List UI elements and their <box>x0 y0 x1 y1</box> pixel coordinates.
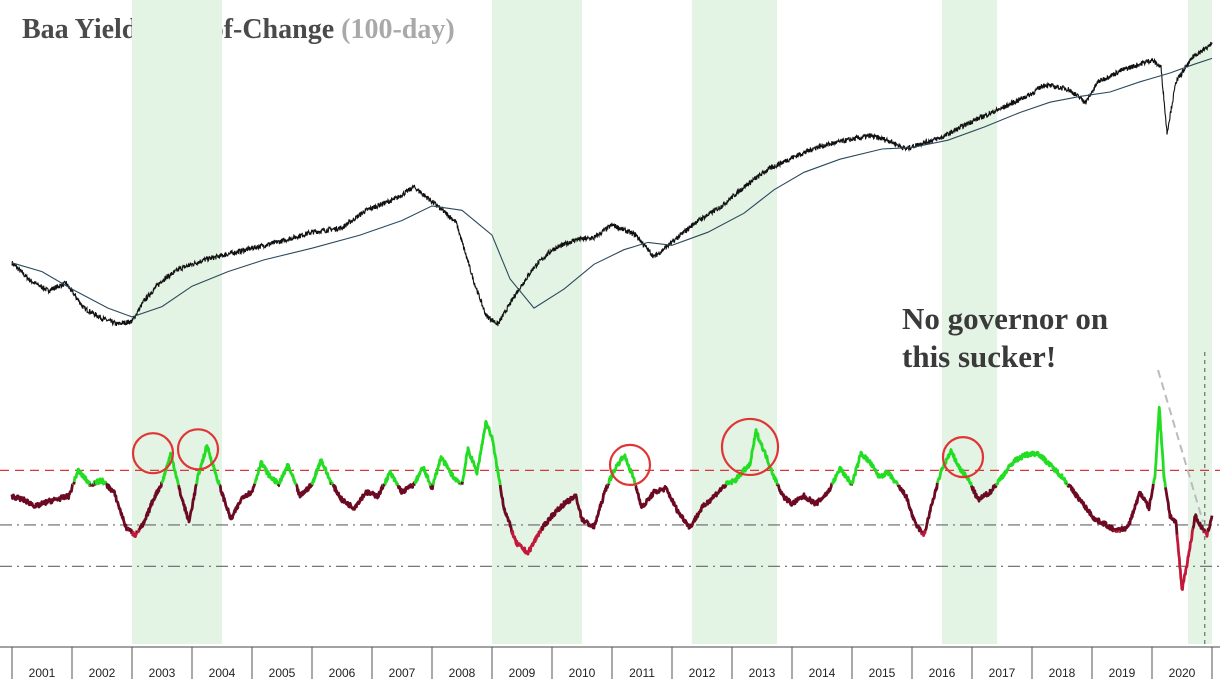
roc-segment <box>105 483 131 532</box>
roc-segment <box>1175 528 1195 591</box>
roc-segment <box>90 482 93 486</box>
x-tick-label-2004: 2004 <box>209 666 236 679</box>
x-tick-label-2011: 2011 <box>629 666 655 679</box>
roc-segment <box>72 481 76 485</box>
roc-segment <box>607 453 637 486</box>
roc-segment <box>413 465 432 487</box>
x-tick-label-2007: 2007 <box>389 666 416 679</box>
highlight-circle-1 <box>176 428 220 471</box>
x-tick-label-2018: 2018 <box>1049 666 1076 679</box>
price-line <box>11 41 1213 327</box>
roc-segment <box>128 527 134 535</box>
roc-segment <box>936 448 973 486</box>
roc-segment <box>1118 529 1122 534</box>
roc-segment <box>1066 483 1116 533</box>
x-tick-label-2013: 2013 <box>749 666 776 679</box>
roc-segment <box>295 482 314 499</box>
roc-segment <box>310 458 333 486</box>
roc-segment <box>130 530 139 538</box>
roc-segment <box>776 482 834 507</box>
roc-segment <box>921 528 927 537</box>
x-tick-label-2009: 2009 <box>509 666 536 679</box>
roc-segment <box>396 482 415 495</box>
moving-average-line <box>11 57 1213 318</box>
x-tick-label-2002: 2002 <box>89 666 116 679</box>
x-tick-label-2019: 2019 <box>1109 666 1136 679</box>
shaded-period-3 <box>942 0 998 644</box>
roc-segment <box>138 481 163 531</box>
roc-segment <box>382 483 386 487</box>
x-tick-label-2001: 2001 <box>29 666 56 679</box>
roc-segment <box>1204 530 1210 538</box>
roc-segment <box>1203 529 1207 533</box>
roc-segment <box>1206 515 1214 532</box>
roc-segment <box>1151 405 1167 488</box>
roc-segment <box>1164 487 1179 535</box>
x-tick-label-2006: 2006 <box>329 666 356 679</box>
roc-segment <box>776 482 780 486</box>
x-tick-label-2008: 2008 <box>449 666 476 679</box>
roc-segment <box>331 483 385 511</box>
x-tick-label-2016: 2016 <box>929 666 956 679</box>
highlight-circle-4 <box>941 436 985 479</box>
roc-segment <box>1191 513 1206 534</box>
roc-segment <box>995 450 1069 486</box>
annotation-note: No governor on this sucker! <box>902 300 1108 376</box>
annotation-pointer <box>1157 369 1204 523</box>
roc-segment <box>970 483 998 503</box>
roc-segment <box>1116 526 1121 532</box>
roc-segment <box>277 463 298 486</box>
roc-segment <box>136 528 141 534</box>
roc-segment <box>383 469 400 486</box>
roc-segment <box>510 529 542 556</box>
roc-segment <box>850 450 900 486</box>
roc-segment <box>177 483 198 524</box>
roc-segment <box>460 481 464 485</box>
annotation-line-2: this sucker! <box>902 339 1057 374</box>
x-tick-label-2014: 2014 <box>809 666 836 679</box>
roc-segment <box>218 483 257 521</box>
roc-segment <box>1119 483 1155 532</box>
roc-segment <box>330 481 335 486</box>
roc-segment <box>72 467 92 487</box>
shaded-period-2 <box>691 0 777 644</box>
roc-segment <box>94 477 108 486</box>
roc-segment <box>10 483 74 509</box>
roc-segment <box>830 465 853 486</box>
annotation-line-1: No governor on <box>902 301 1109 336</box>
roc-segment <box>428 483 435 491</box>
roc-segment <box>538 528 543 534</box>
roc-segment <box>896 484 923 533</box>
roc-segment <box>924 482 939 531</box>
roc-segment <box>277 483 281 488</box>
shaded-period-1 <box>492 0 582 644</box>
roc-segment <box>607 483 611 486</box>
x-tick-label-2017: 2017 <box>989 666 1016 679</box>
roc-segment <box>920 530 925 533</box>
x-tick-label-2003: 2003 <box>149 666 176 679</box>
roc-segment <box>498 484 514 533</box>
shaded-period-0 <box>132 0 222 644</box>
roc-segment <box>431 455 462 486</box>
roc-segment <box>253 460 280 487</box>
roc-segment <box>724 428 779 487</box>
x-tick-label-2012: 2012 <box>689 666 716 679</box>
shaded-period-4 <box>1188 0 1212 644</box>
x-tick-label-2010: 2010 <box>569 666 596 679</box>
x-tick-label-2005: 2005 <box>269 666 296 679</box>
chart-subtitle: (100-day) <box>341 14 455 45</box>
highlight-circle-3 <box>720 417 780 477</box>
highlight-circle-0 <box>131 432 175 475</box>
x-tick-label-2020: 2020 <box>1169 666 1196 679</box>
roc-segment <box>634 483 728 530</box>
roc-segment <box>540 483 610 531</box>
roc-segment <box>160 451 181 486</box>
roc-segment <box>461 420 502 486</box>
x-tick-label-2015: 2015 <box>869 666 896 679</box>
highlight-circle-2 <box>608 443 652 486</box>
